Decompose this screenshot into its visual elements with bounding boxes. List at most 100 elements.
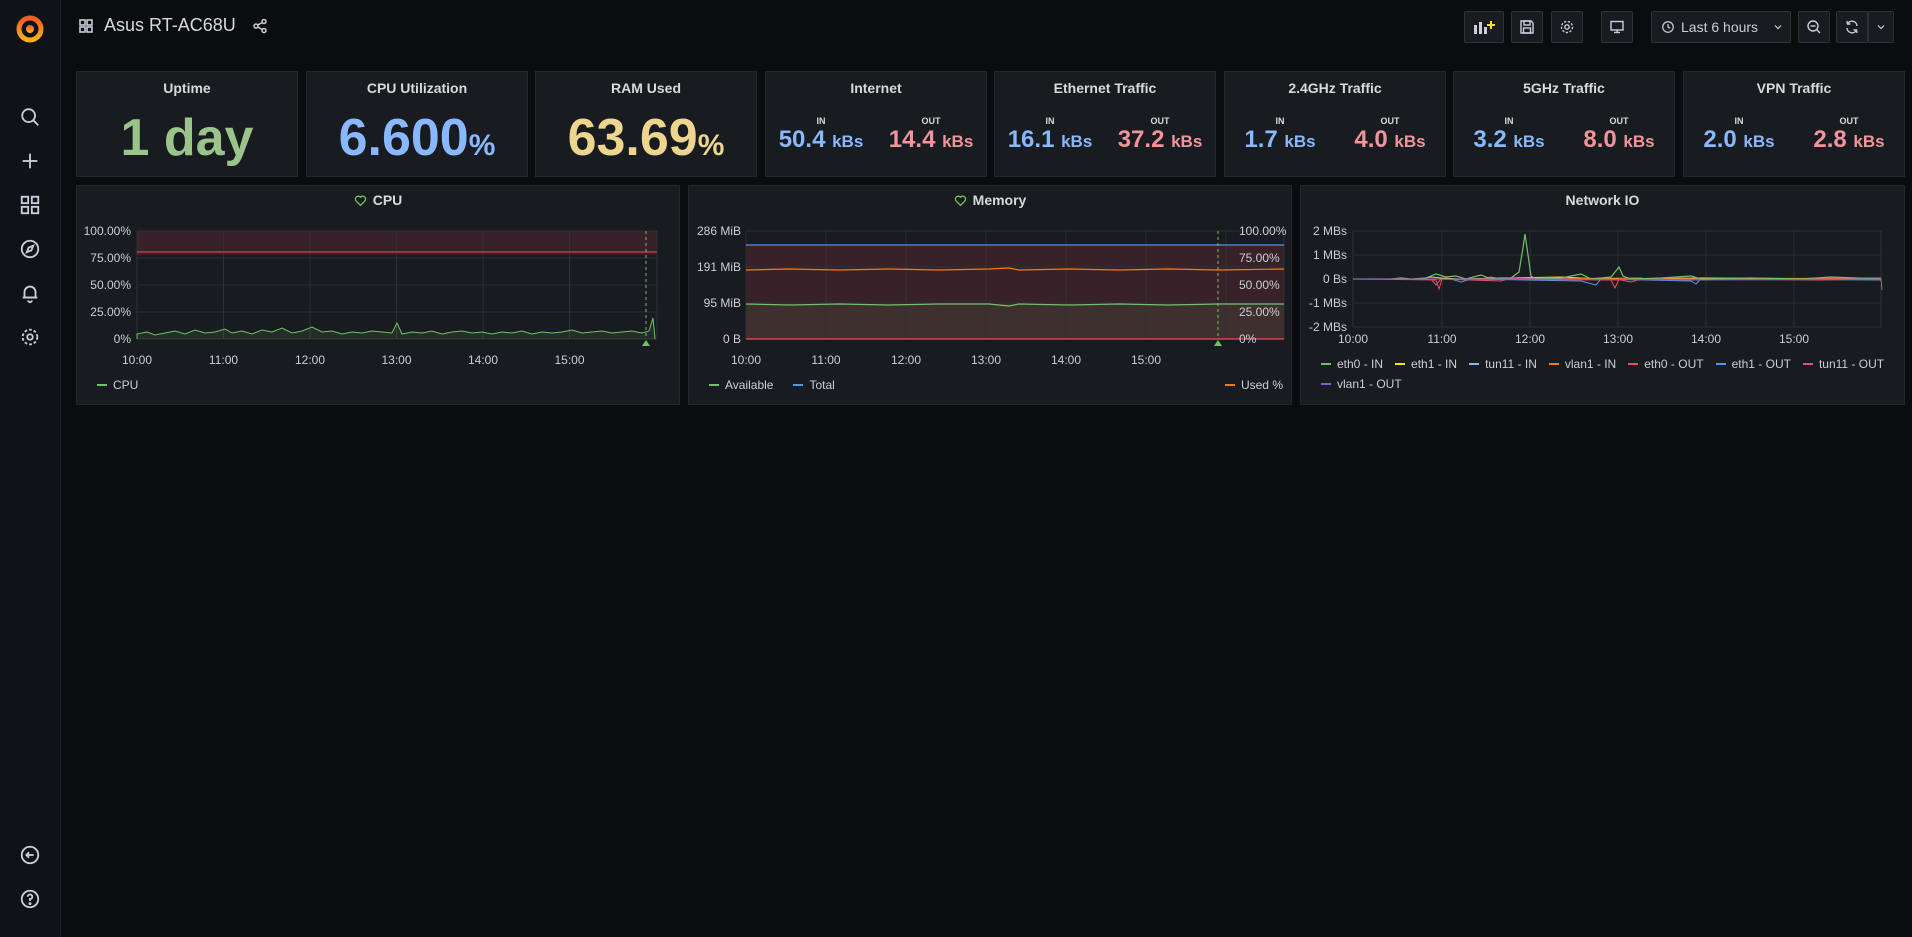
dashboard-title[interactable]: Asus RT-AC68U [104, 15, 236, 35]
alerting-bell-icon[interactable] [17, 280, 43, 306]
configuration-gear-icon[interactable] [17, 324, 43, 350]
traffic-in: IN 3.2 kBs [1473, 116, 1545, 153]
refresh-button[interactable] [1836, 11, 1868, 43]
cpu-graph-panel[interactable]: CPU 100.00% 75.00% 50.00% 25.00% 0% 10:0… [76, 185, 680, 405]
legend: eth0 - IN eth1 - IN tun11 - IN vlan1 - I… [1321, 357, 1901, 391]
y-tick-label: 1 MBs [1313, 248, 1347, 262]
heart-icon [954, 194, 967, 207]
legend-item[interactable]: Total [793, 378, 835, 392]
legend: Available Total [709, 378, 835, 392]
help-icon[interactable] [17, 886, 43, 912]
y-tick-label: 191 MiB [697, 260, 741, 274]
zoom-out-button[interactable] [1798, 11, 1830, 43]
network-io-graph[interactable]: 2 MBs 1 MBs 0 Bs -1 MBs -2 MBs 10:00 11:… [1301, 186, 1906, 406]
uptime-panel[interactable]: Uptime 1 day [76, 71, 298, 177]
heart-icon [354, 194, 367, 207]
panel-title: 2.4GHz Traffic [1288, 80, 1382, 96]
vpn-traffic-panel[interactable]: VPN Traffic IN 2.0 kBs OUT 2.8 kBs [1683, 71, 1905, 177]
traffic-in: IN 2.0 kBs [1703, 116, 1775, 153]
y-tick-label: 0% [114, 332, 132, 346]
grafana-logo-icon[interactable] [14, 13, 46, 45]
x-tick-label: 13:00 [1603, 332, 1633, 346]
memory-graph[interactable]: 286 MiB 191 MiB 95 MiB 0 B 100.00% 75.00… [689, 186, 1293, 406]
x-tick-label: 12:00 [891, 353, 921, 367]
traffic-out: OUT 37.2 kBs [1117, 116, 1203, 153]
time-picker-button[interactable]: Last 6 hours [1651, 11, 1791, 43]
x-tick-label: 14:00 [1051, 353, 1081, 367]
y-tick-label-right: 25.00% [1239, 305, 1280, 319]
y-tick-label: 100.00% [84, 224, 132, 238]
x-tick-label: 10:00 [1338, 332, 1368, 346]
refresh-icon [1844, 19, 1860, 35]
dashboard-grid-icon [78, 18, 94, 34]
x-tick-label: 10:00 [122, 353, 152, 367]
legend-item[interactable]: eth0 - OUT [1628, 357, 1704, 371]
sign-out-icon[interactable] [17, 842, 43, 868]
legend-item[interactable]: vlan1 - OUT [1321, 377, 1402, 391]
zoom-out-icon [1806, 19, 1822, 35]
traffic-in: IN 1.7 kBs [1244, 116, 1316, 153]
panel-title: Ethernet Traffic [1053, 80, 1157, 96]
y-tick-label: 50.00% [90, 278, 131, 292]
cycle-view-mode-button[interactable] [1601, 11, 1633, 43]
network-io-graph-panel[interactable]: Network IO 2 MBs 1 MBs 0 Bs -1 MBs -2 MB… [1300, 185, 1905, 405]
refresh-interval-picker[interactable] [1868, 11, 1894, 43]
plus-icon[interactable] [17, 148, 43, 174]
legend-item[interactable]: Used % [1224, 378, 1283, 392]
add-panel-button[interactable] [1464, 11, 1504, 43]
ram-used-panel[interactable]: RAM Used 63.69% [535, 71, 757, 177]
y-tick-label: 25.00% [90, 305, 131, 319]
save-dashboard-button[interactable] [1511, 11, 1543, 43]
legend-item[interactable]: tun11 - IN [1469, 357, 1537, 371]
y-tick-label-right: 50.00% [1239, 278, 1280, 292]
x-tick-label: 15:00 [554, 353, 584, 367]
legend-item[interactable]: eth0 - IN [1321, 357, 1383, 371]
legend-item[interactable]: eth1 - IN [1395, 357, 1457, 371]
legend-right: Used % [1224, 378, 1283, 392]
sidebar [0, 0, 61, 937]
panel-title: Uptime [163, 80, 211, 96]
wifi-24ghz-traffic-panel[interactable]: 2.4GHz Traffic IN 1.7 kBs OUT 4.0 kBs [1224, 71, 1446, 177]
time-range-label: Last 6 hours [1681, 19, 1759, 35]
explore-compass-icon[interactable] [17, 236, 43, 262]
cpu-utilization-value: 6.600% [338, 109, 496, 167]
x-tick-label: 15:00 [1131, 353, 1161, 367]
dashboards-icon[interactable] [17, 192, 43, 218]
search-icon[interactable] [17, 104, 43, 130]
cpu-utilization-panel[interactable]: CPU Utilization 6.600% [306, 71, 528, 177]
share-icon[interactable] [252, 18, 268, 34]
panel-title: Internet [850, 80, 902, 96]
x-tick-label: 14:00 [468, 353, 498, 367]
panel-title: CPU Utilization [366, 80, 468, 96]
x-tick-label: 12:00 [1515, 332, 1545, 346]
x-tick-label: 12:00 [295, 353, 325, 367]
traffic-out: OUT 8.0 kBs [1583, 116, 1655, 153]
add-panel-icon [1473, 19, 1495, 35]
panel-title: Memory [972, 192, 1027, 208]
legend-item[interactable]: tun11 - OUT [1802, 357, 1884, 371]
monitor-icon [1609, 19, 1625, 35]
x-tick-label: 13:00 [381, 353, 411, 367]
legend-item[interactable]: Available [709, 378, 773, 392]
chevron-down-icon [1772, 21, 1784, 33]
save-icon [1519, 19, 1535, 35]
uptime-value: 1 day [120, 109, 254, 167]
panel-title: 5GHz Traffic [1523, 80, 1605, 96]
traffic-in: IN 50.4 kBs [778, 116, 864, 153]
internet-traffic-panel[interactable]: Internet IN 50.4 kBs OUT 14.4 kBs [765, 71, 987, 177]
panel-title: RAM Used [610, 80, 681, 96]
y-tick-label: -2 MBs [1309, 320, 1347, 334]
wifi-5ghz-traffic-panel[interactable]: 5GHz Traffic IN 3.2 kBs OUT 8.0 kBs [1453, 71, 1675, 177]
legend-item[interactable]: CPU [97, 378, 138, 392]
cpu-graph[interactable]: 100.00% 75.00% 50.00% 25.00% 0% 10:00 11… [77, 186, 681, 406]
dashboard-settings-button[interactable] [1551, 11, 1583, 43]
y-tick-label: 0 Bs [1323, 272, 1347, 286]
legend: CPU [97, 378, 138, 392]
x-tick-label: 13:00 [971, 353, 1001, 367]
y-tick-label: -1 MBs [1309, 296, 1347, 310]
traffic-out: OUT 14.4 kBs [888, 116, 974, 153]
memory-graph-panel[interactable]: Memory 286 MiB 191 MiB 95 MiB 0 B 100.00… [688, 185, 1292, 405]
ethernet-traffic-panel[interactable]: Ethernet Traffic IN 16.1 kBs OUT 37.2 kBs [994, 71, 1216, 177]
legend-item[interactable]: eth1 - OUT [1715, 357, 1791, 371]
legend-item[interactable]: vlan1 - IN [1548, 357, 1616, 371]
